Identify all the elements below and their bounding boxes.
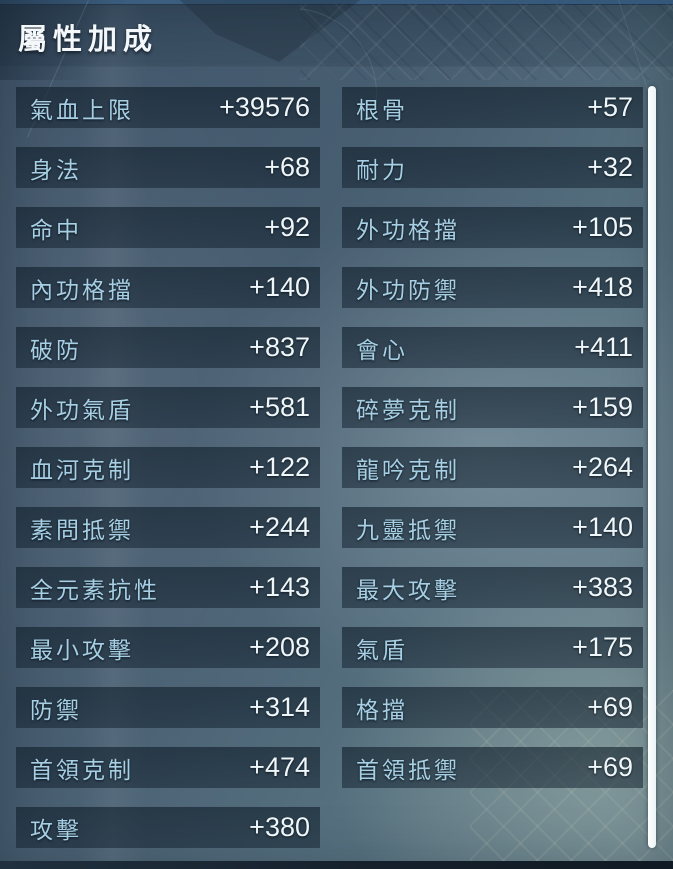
stat-value: +208: [249, 632, 310, 662]
stat-label: 首領克制: [30, 757, 134, 783]
stat-label: 首領抵禦: [356, 757, 460, 783]
stat-value: +105: [572, 212, 633, 242]
stat-value: +175: [572, 632, 633, 662]
stat-label: 外功氣盾: [30, 397, 134, 423]
stat-label: 防禦: [30, 697, 82, 723]
stat-value: +380: [249, 812, 310, 842]
stat-label: 碎夢克制: [356, 397, 460, 423]
stat-row: 攻擊 +380: [16, 807, 320, 848]
stat-label: 素問抵禦: [30, 517, 134, 543]
stat-row: 全元素抗性 +143: [16, 567, 320, 608]
stat-value: +39576: [219, 92, 310, 122]
stat-row: 根骨 +57: [342, 87, 643, 128]
stat-row: 外功氣盾 +581: [16, 387, 320, 428]
stat-value: +143: [249, 572, 310, 602]
stat-row: 九靈抵禦 +140: [342, 507, 643, 548]
stat-value: +140: [249, 272, 310, 302]
stat-label: 最小攻擊: [30, 637, 134, 663]
stat-value: +69: [587, 752, 633, 782]
stat-row: 破防 +837: [16, 327, 320, 368]
stat-label: 根骨: [356, 97, 408, 123]
stat-row: 最小攻擊 +208: [16, 627, 320, 668]
stat-label: 血河克制: [30, 457, 134, 483]
stat-row: 外功防禦 +418: [342, 267, 643, 308]
stat-row: 防禦 +314: [16, 687, 320, 728]
stat-row: 氣血上限 +39576: [16, 87, 320, 128]
stat-label: 外功防禦: [356, 277, 460, 303]
stat-label: 全元素抗性: [30, 577, 160, 603]
stat-row: 命中 +92: [16, 207, 320, 248]
stat-value: +92: [264, 212, 310, 242]
scrollbar-thumb[interactable]: [648, 86, 656, 848]
stat-label: 命中: [30, 217, 82, 243]
stat-row: 格擋 +69: [342, 687, 643, 728]
stats-column-right: 根骨 +57 耐力 +32 外功格擋 +105 外功防禦 +418 會心 +41…: [342, 87, 643, 807]
stat-value: +411: [574, 332, 633, 362]
stat-value: +581: [249, 392, 310, 422]
stat-value: +140: [572, 512, 633, 542]
stat-row: 首領克制 +474: [16, 747, 320, 788]
stat-value: +68: [264, 152, 310, 182]
stat-value: +32: [587, 152, 633, 182]
stat-value: +159: [572, 392, 633, 422]
stat-row: 碎夢克制 +159: [342, 387, 643, 428]
stat-value: +418: [572, 272, 633, 302]
stat-value: +122: [249, 452, 310, 482]
stat-row: 會心 +411: [342, 327, 643, 368]
stat-value: +57: [587, 92, 633, 122]
stat-label: 內功格擋: [30, 277, 134, 303]
top-edge-strip: [0, 0, 673, 5]
stat-label: 會心: [356, 337, 408, 363]
stat-value: +264: [572, 452, 633, 482]
stats-column-left: 氣血上限 +39576 身法 +68 命中 +92 內功格擋 +140 破防 +…: [16, 87, 320, 867]
stat-label: 最大攻擊: [356, 577, 460, 603]
stat-value: +314: [249, 692, 310, 722]
stat-label: 身法: [30, 157, 82, 183]
stat-row: 首領抵禦 +69: [342, 747, 643, 788]
stat-label: 九靈抵禦: [356, 517, 460, 543]
stat-row: 龍吟克制 +264: [342, 447, 643, 488]
stat-row: 外功格擋 +105: [342, 207, 643, 248]
dark-wedge-decoration: [0, 0, 170, 80]
stat-label: 耐力: [356, 157, 408, 183]
stat-label: 氣盾: [356, 637, 408, 663]
stat-row: 內功格擋 +140: [16, 267, 320, 308]
stat-value: +244: [249, 512, 310, 542]
stat-value: +837: [249, 332, 310, 362]
stat-row: 氣盾 +175: [342, 627, 643, 668]
stat-row: 耐力 +32: [342, 147, 643, 188]
stat-row: 最大攻擊 +383: [342, 567, 643, 608]
stat-value: +474: [249, 752, 310, 782]
stat-value: +383: [572, 572, 633, 602]
stat-label: 外功格擋: [356, 217, 460, 243]
stat-label: 破防: [30, 337, 82, 363]
stat-label: 攻擊: [30, 817, 82, 843]
stat-value: +69: [587, 692, 633, 722]
scrollbar-track[interactable]: [646, 84, 658, 850]
stat-row: 血河克制 +122: [16, 447, 320, 488]
stat-label: 氣血上限: [30, 97, 134, 123]
stat-label: 龍吟克制: [356, 457, 460, 483]
stat-row: 身法 +68: [16, 147, 320, 188]
page-title: 屬性加成: [18, 24, 159, 56]
bottom-edge-bar: [0, 861, 673, 869]
stat-row: 素問抵禦 +244: [16, 507, 320, 548]
stat-label: 格擋: [356, 697, 408, 723]
